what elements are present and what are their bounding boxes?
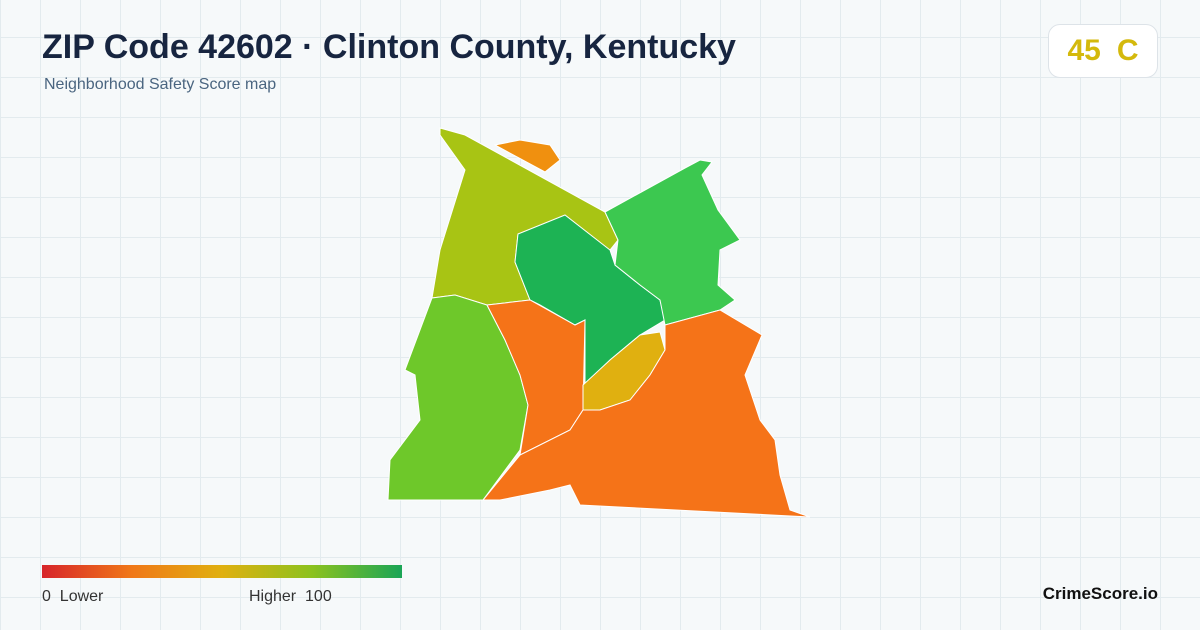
title: ZIP Code 42602 · Clinton County, Kentuck… bbox=[42, 28, 736, 66]
region bbox=[604, 159, 741, 326]
legend-min: 0 Lower bbox=[42, 588, 103, 606]
legend-min-value: 0 bbox=[42, 588, 51, 605]
subtitle: Neighborhood Safety Score map bbox=[44, 76, 277, 93]
legend-max: Higher 100 bbox=[249, 588, 332, 606]
score-badge: 45 C bbox=[1048, 24, 1158, 78]
region bbox=[493, 139, 561, 173]
legend-min-label: Lower bbox=[59, 588, 104, 605]
score-grade: C bbox=[1116, 34, 1139, 67]
region bbox=[481, 309, 811, 518]
brand: CrimeScore.io bbox=[1042, 584, 1158, 603]
legend-gradient bbox=[42, 565, 402, 578]
legend-max-label: Higher bbox=[249, 588, 297, 605]
legend-max-value: 100 bbox=[305, 588, 332, 605]
score-value: 45 bbox=[1067, 34, 1101, 67]
